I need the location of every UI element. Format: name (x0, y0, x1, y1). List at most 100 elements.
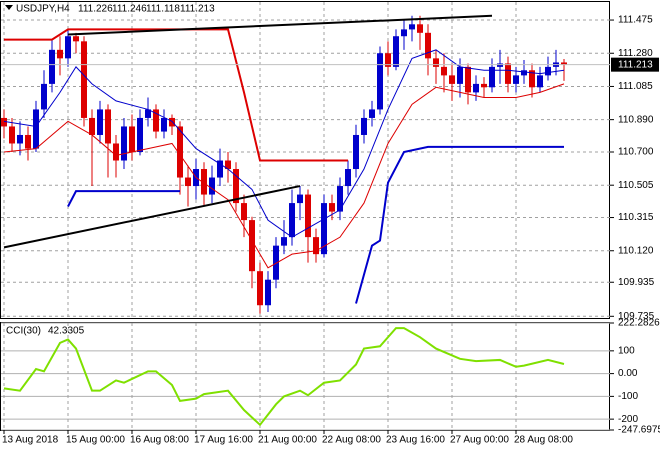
candle-body (401, 29, 407, 37)
candle-body (441, 66, 447, 76)
candle-body (177, 126, 183, 178)
candle-body (465, 66, 471, 93)
candle-body (241, 203, 247, 221)
candle-body (89, 117, 95, 135)
candle-body (361, 117, 367, 135)
candle-body (497, 63, 503, 67)
x-tick-label: 23 Aug 16:00 (386, 435, 445, 446)
current-price-box (611, 57, 659, 72)
candle-body (425, 32, 431, 59)
candle-body (385, 53, 391, 67)
candle-body (521, 70, 527, 76)
cci-label: CCI(30) (6, 326, 41, 337)
candle-body (513, 75, 519, 84)
indicator-line (355, 145, 564, 304)
candle-body (377, 53, 383, 110)
candle-body (529, 70, 535, 88)
candle-body (161, 117, 167, 132)
candle-body (409, 24, 415, 30)
candle-body (57, 49, 63, 59)
candle-body (217, 160, 223, 178)
indicator-line (3, 185, 301, 249)
candle-body (201, 169, 207, 195)
cci-tick-label: -247.6975 (618, 425, 660, 436)
candle-body (505, 63, 511, 84)
candle-body (73, 36, 79, 42)
main-panel-frame (0, 1, 610, 319)
candle-body (345, 169, 351, 187)
candle-body (41, 83, 47, 110)
x-tick-label: 15 Aug 00:00 (66, 435, 125, 446)
candle-body (289, 203, 295, 238)
candle-body (545, 66, 551, 76)
candle-body (65, 36, 71, 59)
x-tick-label: 17 Aug 16:00 (194, 435, 253, 446)
candle-body (145, 109, 151, 118)
y-tick-label: 111.475 (618, 15, 653, 26)
indicator-line (3, 83, 565, 269)
candle-body (185, 177, 191, 187)
header-arrow (5, 5, 13, 10)
y-tick-label: 110.890 (618, 114, 654, 125)
candle-body (417, 24, 423, 33)
y-tick-label: 110.315 (618, 212, 654, 223)
candle-body (121, 126, 127, 161)
candle-body (369, 109, 375, 118)
indicator-line (3, 49, 565, 238)
candle-body (49, 49, 55, 84)
candle-body (113, 143, 119, 161)
candle-body (489, 66, 495, 88)
x-tick-label: 13 Aug 2018 (2, 435, 59, 446)
x-tick-label: 22 Aug 08:00 (322, 435, 381, 446)
cci-tick-label: 0.00 (618, 368, 638, 379)
candle-body (329, 203, 335, 212)
candle-body (449, 75, 455, 84)
candle-body (153, 109, 159, 132)
candle-body (129, 126, 135, 152)
header-open: 111.226 (78, 4, 113, 15)
current-price-label: 111.213 (618, 59, 653, 70)
candle-body (81, 41, 87, 118)
candle-body (433, 58, 439, 67)
x-tick-label: 28 Aug 08:00 (514, 435, 573, 446)
candle-body (393, 36, 399, 67)
candle-body (473, 83, 479, 93)
y-tick-label: 110.505 (618, 180, 654, 191)
indicator-line (67, 190, 180, 207)
indicator-line (67, 14, 493, 36)
cci-tick-label: -200 (618, 414, 638, 425)
candle-body (481, 83, 487, 88)
y-tick-label: 109.935 (618, 277, 655, 288)
cci-tick-label: 222.2826 (618, 318, 660, 329)
candle-body (25, 134, 31, 149)
candle-body (137, 117, 143, 152)
candle-body (305, 194, 311, 238)
candle-body (297, 194, 303, 204)
candle-body (105, 109, 111, 144)
x-tick-label: 16 Aug 08:00 (130, 435, 189, 446)
candle-body (313, 237, 319, 255)
candle-body (209, 177, 215, 195)
candle-body (281, 237, 287, 246)
candle-body (33, 109, 39, 149)
candle-body (337, 186, 343, 212)
candle-body (561, 62, 567, 65)
candle-body (169, 117, 175, 127)
y-tick-label: 111.085 (618, 81, 653, 92)
candle-body (265, 279, 271, 306)
y-tick-label: 110.120 (618, 245, 654, 256)
candle-body (257, 271, 263, 306)
header-close: 111.213 (180, 4, 215, 15)
candle-body (97, 109, 103, 135)
candle-body (249, 220, 255, 272)
candle-body (353, 134, 359, 170)
cci-tick-label: 100 (618, 345, 635, 356)
candle-body (9, 126, 15, 144)
indicator-line (4, 28, 348, 162)
candle-body (17, 134, 23, 144)
candle-body (457, 66, 463, 84)
cci-value: 42.3305 (48, 326, 85, 337)
candle-body (1, 117, 7, 127)
